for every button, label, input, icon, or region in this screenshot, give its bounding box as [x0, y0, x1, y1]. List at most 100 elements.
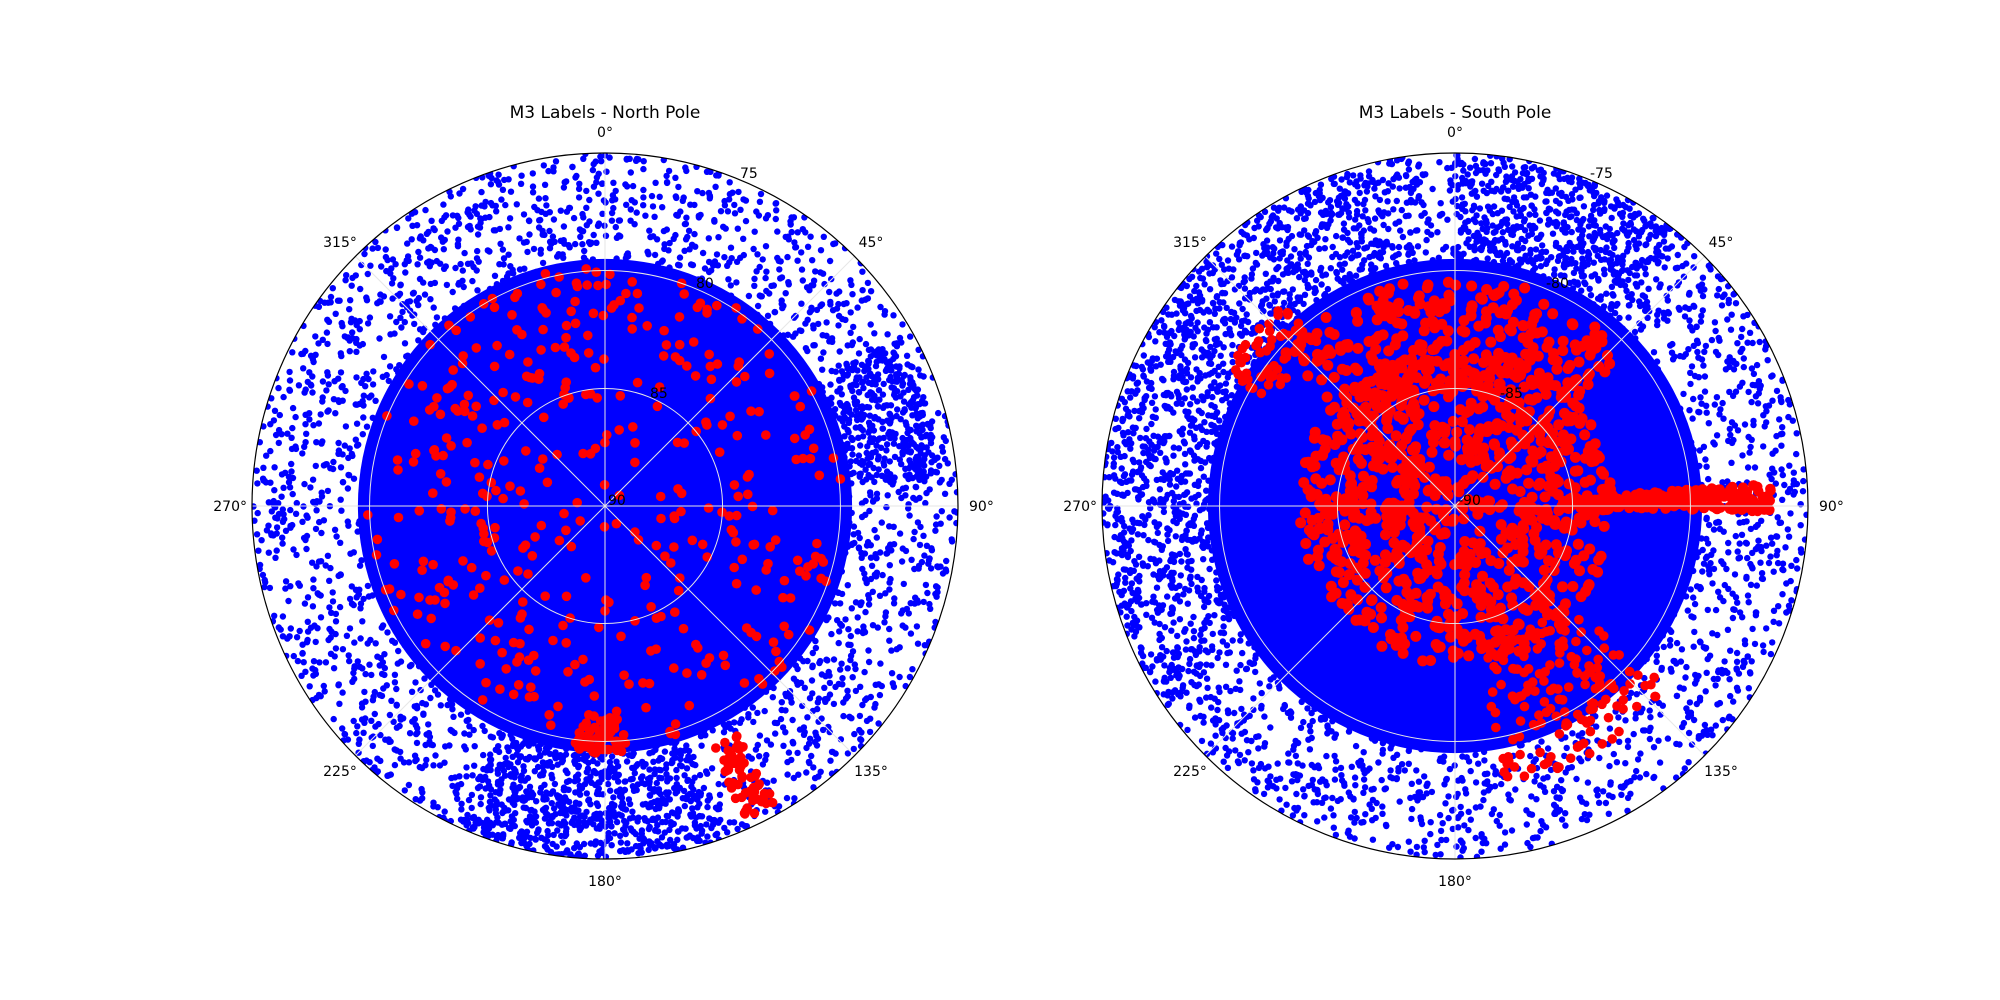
- data-point: [1647, 645, 1655, 652]
- data-point: [454, 243, 462, 250]
- data-point: [595, 190, 602, 197]
- data-point: [759, 788, 770, 799]
- data-point: [850, 362, 858, 370]
- data-point: [751, 228, 758, 235]
- data-point: [294, 657, 302, 665]
- data-point: [304, 514, 311, 521]
- data-point: [629, 752, 636, 759]
- data-point: [640, 158, 647, 165]
- data-point: [296, 627, 303, 635]
- data-point: [714, 806, 721, 813]
- data-point: [419, 789, 426, 796]
- data-point: [688, 241, 696, 248]
- data-point: [642, 321, 652, 331]
- data-point: [1405, 838, 1413, 845]
- data-point: [467, 213, 474, 220]
- data-point: [697, 822, 704, 830]
- data-point: [1304, 260, 1311, 267]
- data-point: [375, 720, 382, 728]
- data-point: [346, 625, 354, 632]
- data-point: [539, 259, 547, 267]
- data-point: [659, 204, 666, 211]
- data-point: [499, 246, 507, 253]
- data-point: [339, 725, 346, 732]
- data-point: [927, 439, 935, 447]
- data-point: [744, 469, 754, 480]
- data-point: [834, 589, 841, 596]
- data-point: [471, 401, 482, 412]
- data-point: [721, 254, 728, 261]
- data-point: [839, 675, 846, 682]
- data-point: [865, 346, 873, 354]
- data-point: [823, 319, 830, 326]
- data-point: [683, 214, 690, 221]
- data-point: [865, 601, 873, 608]
- data-point: [339, 646, 347, 653]
- data-point: [501, 820, 509, 827]
- data-point: [499, 456, 509, 466]
- data-point: [439, 587, 450, 598]
- data-point: [734, 825, 741, 833]
- data-point: [377, 757, 384, 765]
- data-point: [867, 715, 874, 722]
- data-point: [494, 770, 502, 777]
- data-point: [627, 277, 637, 287]
- data-point: [433, 314, 441, 321]
- data-point: [822, 596, 830, 603]
- data-point: [831, 420, 838, 427]
- data-point: [854, 416, 861, 424]
- data-point: [729, 562, 739, 573]
- data-point: [926, 555, 933, 562]
- data-point: [830, 656, 838, 663]
- data-point: [651, 766, 659, 773]
- data-point: [517, 829, 524, 837]
- data-point: [1687, 380, 1694, 388]
- data-point: [661, 241, 668, 248]
- data-point: [537, 216, 544, 224]
- data-point: [864, 443, 871, 450]
- data-point: [581, 718, 592, 728]
- data-point: [523, 357, 533, 367]
- data-point: [1734, 548, 1741, 555]
- data-point: [416, 620, 424, 627]
- data-point: [715, 234, 722, 241]
- data-point: [546, 227, 553, 235]
- data-point: [282, 585, 289, 592]
- data-point: [857, 601, 864, 609]
- data-point: [335, 682, 342, 689]
- data-point: [770, 282, 777, 289]
- data-point: [557, 207, 564, 214]
- data-point: [639, 801, 647, 808]
- data-point: [498, 387, 508, 398]
- data-point: [808, 304, 815, 311]
- data-point: [913, 467, 921, 474]
- data-point: [499, 417, 510, 428]
- data-point: [691, 822, 699, 829]
- data-point: [1298, 698, 1305, 706]
- data-point: [1178, 558, 1185, 565]
- data-point: [469, 824, 477, 831]
- data-point: [764, 349, 775, 359]
- data-point: [331, 526, 339, 533]
- data-point: [686, 790, 693, 798]
- data-point: [749, 704, 756, 711]
- data-point: [338, 384, 345, 391]
- data-point: [679, 438, 689, 448]
- data-point: [322, 659, 330, 666]
- data-point: [782, 423, 790, 430]
- data-point: [798, 249, 805, 256]
- data-point: [865, 647, 872, 654]
- data-point: [649, 203, 657, 210]
- data-point: [324, 487, 332, 495]
- data-point: [353, 420, 361, 427]
- data-point: [318, 529, 325, 537]
- data-point: [840, 443, 848, 451]
- data-point: [521, 446, 531, 456]
- data-point: [774, 415, 782, 423]
- data-point: [1164, 593, 1171, 600]
- data-point: [477, 794, 485, 801]
- data-point: [899, 545, 906, 552]
- data-point: [857, 442, 864, 449]
- data-point: [389, 559, 400, 569]
- data-point: [696, 725, 703, 733]
